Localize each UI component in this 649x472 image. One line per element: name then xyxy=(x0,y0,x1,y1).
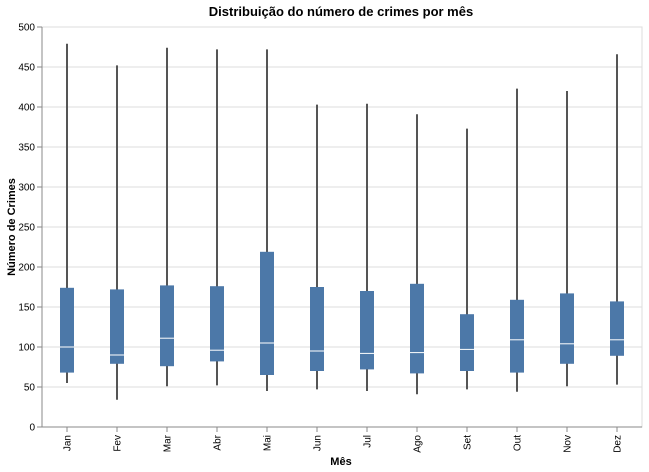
x-tick-label-fev: Fev xyxy=(113,435,124,452)
marks-layer xyxy=(60,43,624,400)
y-tick-label: 50 xyxy=(24,383,36,394)
x-tick-label-mar: Mar xyxy=(163,434,174,452)
chart-title: Distribuição do número de crimes por mês xyxy=(209,4,473,19)
y-tick-label: 400 xyxy=(18,103,35,114)
y-tick-label: 500 xyxy=(18,23,35,34)
x-tick-label-abr: Abr xyxy=(213,434,224,450)
box-jul xyxy=(360,291,374,370)
y-tick-label: 0 xyxy=(29,423,35,434)
box-set xyxy=(460,314,474,371)
box-mai xyxy=(260,251,274,375)
y-tick-label: 450 xyxy=(18,63,35,74)
x-tick-label-jan: Jan xyxy=(63,435,74,451)
box-out xyxy=(510,299,524,373)
box-abr xyxy=(210,286,224,362)
box-jan xyxy=(60,287,74,373)
y-tick-label: 300 xyxy=(18,183,35,194)
axis-layer: 0 50 100 150 200 250 300 350 400 450 500 Jan Fev Mar A… xyxy=(18,23,642,453)
y-axis-title: Número de Crimes xyxy=(6,178,18,276)
x-tick-label-jul: Jul xyxy=(363,435,374,448)
box-ago xyxy=(410,283,424,374)
y-tick-label: 200 xyxy=(18,263,35,274)
x-tick-label-dez: Dez xyxy=(613,435,624,453)
box-dez xyxy=(610,301,624,356)
x-tick-label-out: Out xyxy=(513,435,524,451)
box-fev xyxy=(110,289,124,364)
box-jun xyxy=(310,287,324,371)
box-nov xyxy=(560,293,574,364)
box-mar xyxy=(160,285,174,367)
y-tick-label: 100 xyxy=(18,343,35,354)
x-tick-label-set: Set xyxy=(463,435,474,450)
y-tick-label: 250 xyxy=(18,223,35,234)
y-tick-label: 350 xyxy=(18,143,35,154)
x-axis-title: Mês xyxy=(330,456,351,468)
x-tick-label-jun: Jun xyxy=(313,435,324,451)
x-tick-label-mai: Mai xyxy=(263,435,274,451)
y-tick-label: 150 xyxy=(18,303,35,314)
x-tick-label-nov: Nov xyxy=(563,435,574,453)
x-tick-label-ago: Ago xyxy=(413,435,424,453)
grid-layer xyxy=(41,26,643,428)
